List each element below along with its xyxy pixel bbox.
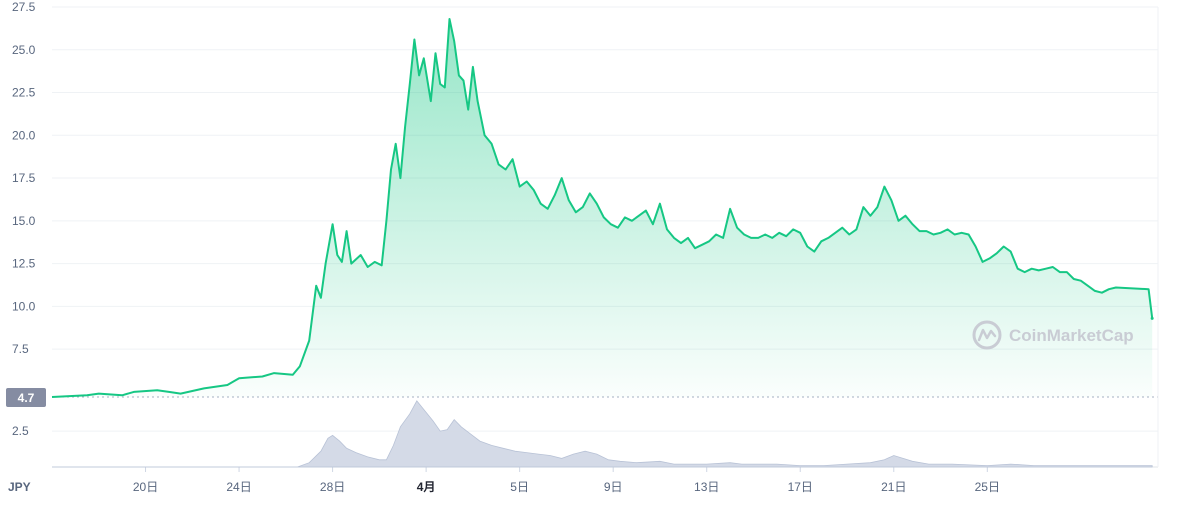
price-tick-label: 7.5 xyxy=(12,342,29,356)
unit-label: JPY xyxy=(8,480,31,494)
volume-area xyxy=(52,400,1153,468)
price-area-fill xyxy=(52,19,1153,397)
x-tick-label: 9日 xyxy=(604,480,623,494)
price-tick-label: 25.0 xyxy=(12,43,36,57)
price-tick-label: 10.0 xyxy=(12,299,36,313)
volume-tick-label: 2.5 xyxy=(12,424,29,438)
price-area-layer xyxy=(52,19,1153,397)
x-tick-label: 25日 xyxy=(975,480,1000,494)
axis-labels: JPY 27.5 25.0 22.5 20.0 17.5 15.0 12.5 10.0 7.5 2… xyxy=(8,0,1000,494)
x-tick-label: 28日 xyxy=(320,480,345,494)
price-tick-label: 15.0 xyxy=(12,214,36,228)
x-tick-label: 20日 xyxy=(133,480,158,494)
price-tick-label: 27.5 xyxy=(12,0,36,14)
price-tick-label: 17.5 xyxy=(12,171,36,185)
watermark-text: CoinMarketCap xyxy=(1009,326,1134,345)
x-tick-label: 4月 xyxy=(417,480,436,494)
x-tick-label: 13日 xyxy=(694,480,719,494)
coinmarketcap-watermark: CoinMarketCap xyxy=(972,320,1134,350)
price-line xyxy=(51,18,1154,398)
x-tick-label: 24日 xyxy=(226,480,251,494)
current-price-badge-bg xyxy=(6,388,46,407)
x-tick-label: 21日 xyxy=(881,480,906,494)
current-price-badge: 4.7 xyxy=(6,388,46,407)
x-tick-label: 5日 xyxy=(510,480,529,494)
x-tick-label: 17日 xyxy=(788,480,813,494)
price-last-point xyxy=(1150,316,1154,320)
price-tick-label: 22.5 xyxy=(12,86,36,100)
price-tick-label: 20.0 xyxy=(12,128,36,142)
price-line-layer xyxy=(51,18,1154,398)
volume-layer xyxy=(52,400,1153,468)
coinmarketcap-logo-icon xyxy=(972,320,1002,350)
price-tick-label: 12.5 xyxy=(12,257,36,271)
current-price-label: 4.7 xyxy=(18,391,35,405)
